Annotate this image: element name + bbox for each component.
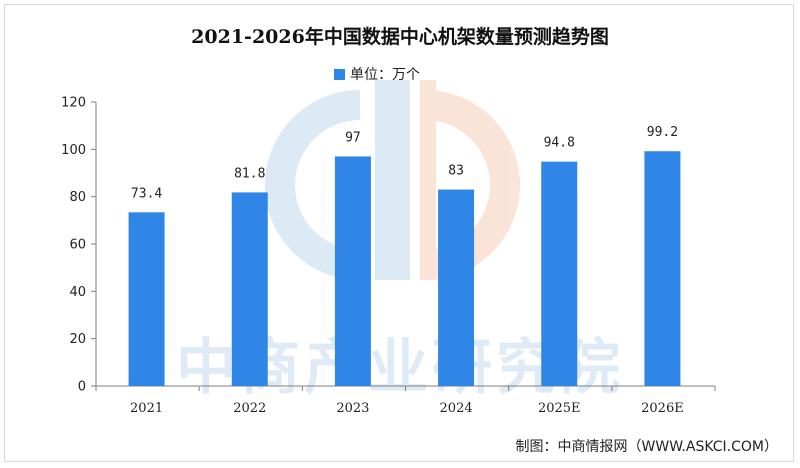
legend-swatch: [334, 68, 345, 80]
data-label: 81.8: [234, 166, 265, 181]
bar: [334, 156, 371, 386]
y-tick-label: 120: [61, 96, 86, 111]
x-axis-labels: 2021 2022 2023 2024 2025E 2026E: [130, 401, 684, 416]
data-label: 94.8: [544, 136, 575, 151]
bar: [644, 151, 681, 386]
data-label: 99.2: [647, 125, 678, 140]
x-tick-label: 2026E: [641, 401, 684, 416]
watermark-logo: [265, 80, 520, 280]
data-label: 83: [448, 164, 464, 179]
x-tick-label: 2021: [130, 401, 163, 416]
y-tick-label: 40: [69, 285, 86, 300]
bar: [438, 189, 475, 386]
legend: 单位：万个: [334, 64, 420, 84]
bar: [231, 192, 268, 386]
y-tick-label: 0: [78, 380, 86, 395]
bar: [128, 212, 165, 386]
y-tick-label: 100: [61, 143, 86, 158]
data-labels: 73.4 81.8 97 83 94.8 99.2: [131, 125, 678, 201]
x-tick-label: 2023: [336, 401, 369, 416]
bars: [128, 151, 681, 386]
x-tick-label: 2024: [440, 401, 473, 416]
y-tick-label: 20: [69, 332, 86, 347]
y-tick-label: 80: [69, 190, 86, 205]
y-tick-label: 60: [69, 238, 86, 253]
chart-title: 2021-2026年中国数据中心机架数量预测趋势图: [191, 26, 609, 48]
x-tick-label: 2025E: [538, 401, 581, 416]
data-label: 97: [345, 130, 361, 145]
source-note: 制图：中商情报网（WWW.ASKCI.COM）: [515, 439, 778, 455]
legend-label: 单位：万个: [350, 67, 420, 83]
x-tick-label: 2022: [233, 401, 266, 416]
bar: [541, 161, 578, 386]
y-axis-ticks: 0 20 40 60 80 100 120: [61, 96, 96, 395]
data-label: 73.4: [131, 186, 162, 201]
